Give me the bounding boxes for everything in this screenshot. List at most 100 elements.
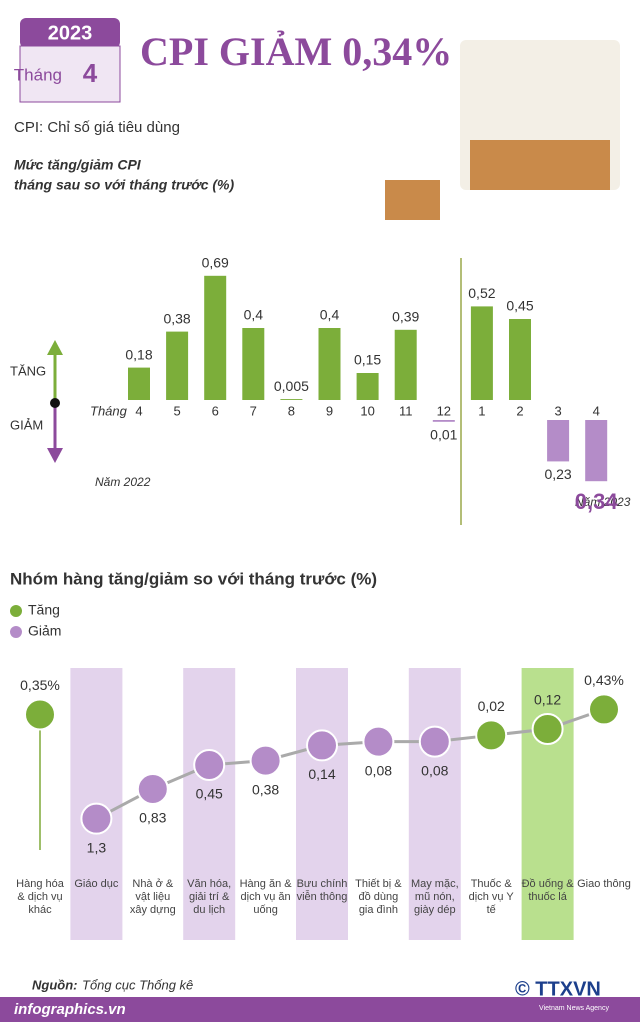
source-label: Nguồn: (32, 977, 77, 992)
category-label: Giao thông (577, 878, 631, 890)
crate-illustration (385, 180, 440, 220)
value-label: 0,02 (478, 698, 505, 714)
calendar-body (19, 45, 121, 103)
bar (585, 420, 608, 482)
value-label: 0,01 (430, 427, 457, 443)
value-label: 0,12 (534, 692, 561, 708)
column-band (183, 668, 236, 940)
value-label: 0,15 (354, 352, 381, 368)
bar (318, 328, 341, 400)
value-label: 0,08 (365, 762, 392, 778)
legend-swatch (10, 605, 22, 617)
category-label: Bưu chính viễn thông (296, 878, 348, 903)
x-tick-label: 9 (326, 403, 333, 418)
category-label: Thiết bị & đồ dùng gia đình (355, 878, 402, 916)
bar (509, 319, 531, 400)
value-label: 0,4 (320, 307, 340, 323)
title: CPI GIẢM 0,34% (140, 29, 452, 74)
x-tick-label: 12 (437, 403, 451, 418)
origin-dot (50, 398, 60, 408)
bar (280, 399, 303, 400)
category-label: Thuốc & dịch vụ Y tế (468, 878, 514, 916)
down-arrow-head (47, 448, 63, 463)
trend-line (95, 708, 605, 821)
value-label: 0,45 (196, 786, 223, 802)
dot (193, 749, 226, 781)
agency-sub: Vietnam News Agency (539, 1005, 609, 1012)
category-label: Hàng ăn & dịch vụ ăn uống (239, 878, 292, 916)
dot (531, 713, 564, 745)
value-label: 0,35% (20, 677, 60, 693)
chart-title: Nhóm hàng tăng/giảm so với tháng trước (… (10, 569, 377, 588)
legend-label: Giảm (28, 623, 61, 639)
x-tick-label: 5 (173, 403, 180, 418)
value-label: 0,14 (308, 766, 335, 782)
subtitle: tháng sau so với tháng trước (%) (14, 177, 234, 193)
bar (432, 420, 455, 422)
value-label: 0,38 (252, 781, 279, 797)
x-tick-label: 4 (135, 403, 142, 418)
value-label: 0,08 (421, 762, 448, 778)
year-label: Năm 2022 (95, 475, 151, 489)
x-axis-label: Tháng (90, 403, 128, 418)
x-tick-label: 7 (250, 403, 257, 418)
dot (136, 773, 169, 805)
x-tick-label: 1 (478, 403, 485, 418)
dot (418, 725, 451, 758)
x-tick-label: 11 (399, 403, 413, 418)
dot (24, 698, 56, 731)
bar (356, 373, 379, 400)
footer-bar (0, 997, 640, 1022)
column-band (296, 668, 348, 940)
category-label: May mặc, mũ nón, giày dép (410, 878, 459, 916)
x-tick-label: 2 (516, 403, 523, 418)
bar (394, 329, 417, 400)
bar (166, 331, 189, 400)
bar (128, 367, 150, 400)
up-arrow-head (47, 340, 63, 355)
month: 4 (83, 58, 98, 88)
value-label: 0,69 (202, 255, 229, 271)
value-label: 0,39 (392, 309, 419, 325)
source: Tổng cục Thống kê (82, 977, 193, 992)
up-label: TĂNG (10, 363, 46, 378)
bar (470, 306, 493, 400)
value-label: 0,4 (244, 307, 264, 323)
dot (588, 693, 620, 726)
category-label: Văn hóa, giải trí & du lịch (187, 878, 232, 916)
value-label: 0,34 (575, 489, 619, 514)
month-word: Tháng (14, 65, 62, 84)
value-label: 0,23 (544, 466, 571, 482)
year: 2023 (48, 22, 93, 44)
bar (547, 420, 570, 462)
x-tick-label: 4 (593, 403, 600, 418)
dot (475, 719, 508, 752)
bar (242, 328, 265, 400)
value-label: 0,43% (584, 672, 624, 688)
category-label: Giáo dục (74, 878, 119, 890)
x-tick-label: 10 (360, 403, 374, 418)
market-stall (470, 140, 610, 190)
category-label: Đồ uống & thuốc lá (521, 878, 574, 903)
category-label: Hàng hóa & dịch vụ khác (16, 878, 64, 916)
category-label: Nhà ở & vật liệu xây dựng (129, 878, 176, 916)
value-label: 0,45 (506, 298, 533, 314)
legend-swatch (10, 626, 22, 638)
agency: © TTXVN (515, 978, 601, 1000)
subtitle: Mức tăng/giảm CPI (14, 157, 142, 173)
dot (362, 725, 395, 758)
year-label: Năm 2023 (575, 495, 631, 509)
value-label: 0,38 (163, 310, 190, 326)
value-label: 0,005 (274, 378, 309, 394)
definition: CPI: Chỉ số giá tiêu dùng (14, 119, 180, 136)
x-tick-label: 3 (554, 403, 561, 418)
value-label: 0,18 (125, 346, 152, 362)
calendar-top (20, 18, 120, 48)
value-label: 0,83 (139, 810, 166, 826)
legend-label: Tăng (28, 602, 60, 618)
dot (306, 729, 338, 762)
site: infographics.vn (14, 1001, 126, 1018)
x-tick-label: 8 (288, 403, 295, 418)
